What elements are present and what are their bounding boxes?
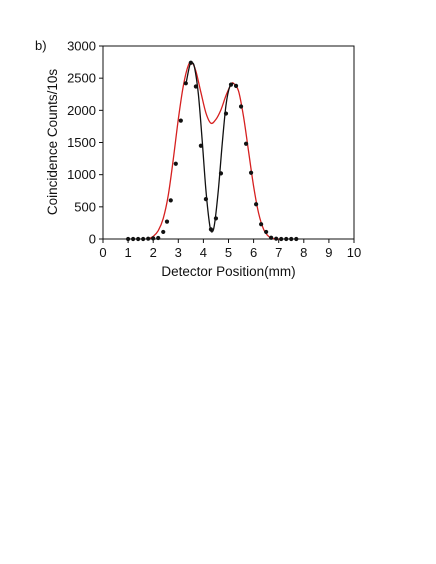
x-tick-label: 3 bbox=[175, 245, 182, 260]
plot-area: 0 1 2 3 4 5 6 7 8 9 10 0 500 1000 1500 2000 2500 3000 bbox=[67, 39, 361, 261]
y-axis-ticks bbox=[99, 45, 103, 240]
data-point bbox=[228, 82, 234, 87]
data-point bbox=[178, 118, 183, 123]
data-point bbox=[269, 235, 274, 240]
x-axis-ticks bbox=[102, 239, 355, 243]
data-point bbox=[264, 229, 269, 235]
data-point bbox=[203, 197, 209, 202]
data-point bbox=[274, 236, 279, 241]
x-tick-label: 1 bbox=[124, 245, 131, 260]
y-axis-tick-labels: 0 500 1000 1500 2000 2500 3000 bbox=[67, 39, 96, 247]
data-point bbox=[146, 236, 151, 241]
data-point bbox=[164, 219, 170, 224]
interference-fit-curve bbox=[185, 61, 234, 233]
data-point bbox=[218, 171, 224, 176]
x-tick-label: 2 bbox=[150, 245, 157, 260]
data-point bbox=[213, 216, 219, 221]
data-point bbox=[161, 229, 166, 235]
data-point bbox=[188, 60, 193, 65]
data-point bbox=[198, 143, 203, 148]
data-point bbox=[289, 236, 294, 242]
data-point bbox=[233, 83, 239, 88]
data-point bbox=[208, 227, 214, 232]
data-point bbox=[279, 236, 284, 242]
data-point bbox=[284, 236, 289, 242]
panel-label: b) bbox=[35, 38, 47, 53]
data-point bbox=[141, 236, 146, 242]
data-point bbox=[131, 236, 136, 242]
y-tick-label: 1000 bbox=[67, 167, 96, 182]
x-tick-label: 8 bbox=[300, 245, 307, 260]
y-tick-label: 1500 bbox=[67, 135, 96, 150]
x-tick-label: 10 bbox=[347, 245, 361, 260]
y-axis-title: Coincidence Counts/10s bbox=[45, 69, 60, 216]
data-point bbox=[248, 170, 254, 175]
data-point bbox=[183, 81, 188, 86]
x-axis-tick-labels: 0 1 2 3 4 5 6 7 8 9 10 bbox=[99, 245, 361, 260]
y-tick-label: 3000 bbox=[67, 39, 96, 54]
data-point bbox=[193, 84, 198, 89]
data-point bbox=[254, 202, 259, 207]
y-tick-label: 0 bbox=[89, 232, 96, 247]
data-points bbox=[126, 60, 299, 242]
data-point bbox=[238, 104, 244, 109]
fit-curves bbox=[147, 61, 279, 240]
y-tick-label: 500 bbox=[74, 199, 96, 214]
plot-frame bbox=[102, 45, 355, 240]
y-tick-label: 2000 bbox=[67, 103, 96, 118]
y-tick-label: 2500 bbox=[67, 71, 96, 86]
x-tick-label: 0 bbox=[99, 245, 106, 260]
data-point bbox=[156, 235, 161, 241]
x-tick-label: 6 bbox=[250, 245, 257, 260]
x-tick-label: 7 bbox=[275, 245, 282, 260]
data-point bbox=[151, 236, 156, 241]
data-point bbox=[126, 236, 131, 242]
data-point bbox=[136, 236, 141, 242]
data-point bbox=[294, 236, 299, 242]
x-tick-label: 4 bbox=[200, 245, 207, 260]
envelope-fit-curve bbox=[147, 61, 279, 240]
data-point bbox=[168, 198, 173, 203]
data-point bbox=[173, 161, 178, 166]
data-point bbox=[259, 222, 264, 227]
x-tick-label: 5 bbox=[225, 245, 232, 260]
data-point bbox=[223, 111, 229, 116]
data-point bbox=[243, 141, 249, 146]
x-axis-title: Detector Position(mm) bbox=[161, 264, 295, 279]
x-tick-label: 9 bbox=[325, 245, 332, 260]
